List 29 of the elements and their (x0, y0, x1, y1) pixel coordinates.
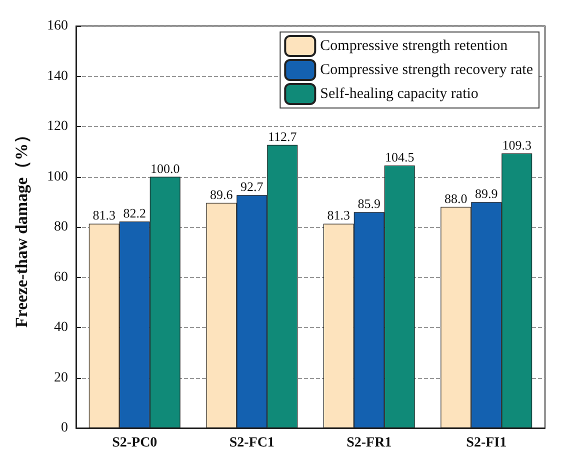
y-tick-label: 120 (47, 119, 68, 134)
data-label: 92.7 (240, 179, 264, 194)
x-tick-label: S2-FR1 (346, 436, 392, 450)
data-label: 104.5 (384, 149, 414, 164)
data-label: 100.0 (150, 160, 180, 176)
x-tick-label: S2-PC0 (112, 436, 158, 450)
y-tick-label: 20 (54, 370, 68, 386)
x-tick-label: S2-FI1 (466, 436, 507, 450)
y-tick-label: 40 (54, 320, 68, 335)
data-label: 82.2 (123, 205, 146, 220)
y-axis-title: Freeze-thaw damage（%） (12, 126, 31, 328)
y-tick-label: 160 (47, 18, 68, 34)
y-tick-label: 100 (47, 169, 68, 184)
y-tick-label: 60 (54, 270, 68, 285)
data-label: 109.3 (502, 137, 532, 152)
legend-label: Compressive strength recovery rate (320, 62, 534, 78)
data-label: 85.9 (358, 196, 380, 212)
legend-label: Compressive strength retention (320, 38, 508, 54)
x-tick-label: S2-FC1 (229, 436, 274, 450)
data-label: 89.9 (475, 186, 498, 202)
data-label: 89.6 (210, 186, 234, 202)
data-label: 81.3 (92, 208, 116, 223)
data-label: 88.0 (444, 190, 468, 206)
data-label: 81.3 (327, 208, 350, 223)
y-tick-label: 140 (47, 68, 68, 84)
data-label: 112.7 (268, 128, 298, 144)
y-tick-label: 80 (54, 220, 68, 234)
y-tick-label: 0 (61, 420, 68, 436)
legend-label: Self-healing capacity ratio (320, 86, 478, 102)
